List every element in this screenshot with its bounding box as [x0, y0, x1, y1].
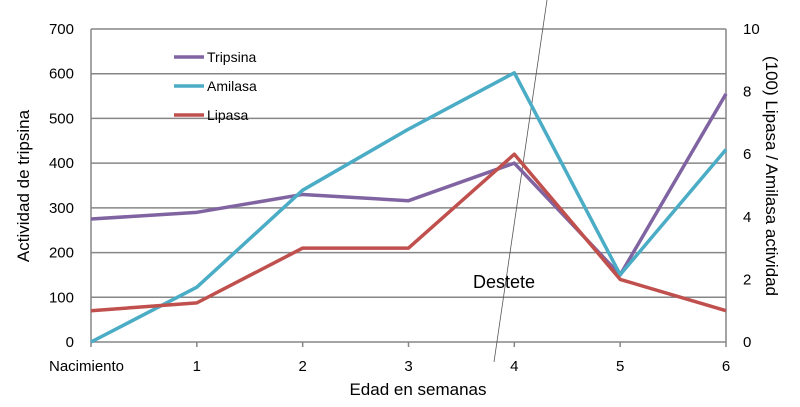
- left-tick-label: 0: [66, 334, 74, 351]
- x-tick-label: 1: [193, 358, 201, 375]
- x-tick-label: 2: [298, 358, 306, 375]
- right-axis-title: (100) Lipasa / Amilasa actividad: [762, 56, 781, 296]
- x-tick-label: 5: [616, 358, 624, 375]
- left-tick-label: 500: [49, 110, 74, 127]
- legend-label: Amilasa: [207, 78, 257, 94]
- left-tick-label: 300: [49, 200, 74, 217]
- left-tick-label: 700: [49, 21, 74, 38]
- weaning-line: [493, 0, 548, 363]
- gridlines: [90, 28, 727, 347]
- left-tick-label: 100: [49, 289, 74, 306]
- left-tick-label: 200: [49, 245, 74, 262]
- left-axis-ticks: 0 100 200 300 400 500 600 700: [49, 21, 74, 351]
- legend: Tripsina Amilasa Lipasa: [174, 49, 257, 123]
- right-tick-label: 10: [743, 21, 760, 38]
- x-axis-ticks: Nacimiento 1 2 3 4 5 6: [49, 358, 730, 375]
- series-lines: [90, 71, 728, 344]
- series-line-lipasa: [90, 152, 727, 313]
- right-tick-label: 8: [743, 84, 751, 101]
- x-tick-label: 4: [510, 358, 518, 375]
- right-tick-label: 6: [743, 146, 751, 163]
- legend-label: Tripsina: [207, 49, 256, 65]
- x-tick-label: 6: [722, 358, 730, 375]
- right-tick-label: 0: [743, 334, 751, 351]
- series-line-amilasa: [90, 71, 728, 344]
- left-tick-label: 600: [49, 66, 74, 83]
- right-axis-ticks: 0 2 4 6 8 10: [743, 21, 760, 351]
- weaning-annotation: Destete: [473, 272, 535, 292]
- x-axis-title: Edad en semanas: [349, 380, 486, 399]
- right-tick-label: 4: [743, 209, 751, 226]
- left-tick-label: 400: [49, 155, 74, 172]
- x-tick-label: Nacimiento: [49, 358, 124, 375]
- left-axis-title: Actividad de tripsina: [14, 109, 33, 262]
- legend-label: Lipasa: [207, 107, 248, 123]
- x-tick-label: 3: [404, 358, 412, 375]
- right-tick-label: 2: [743, 271, 751, 288]
